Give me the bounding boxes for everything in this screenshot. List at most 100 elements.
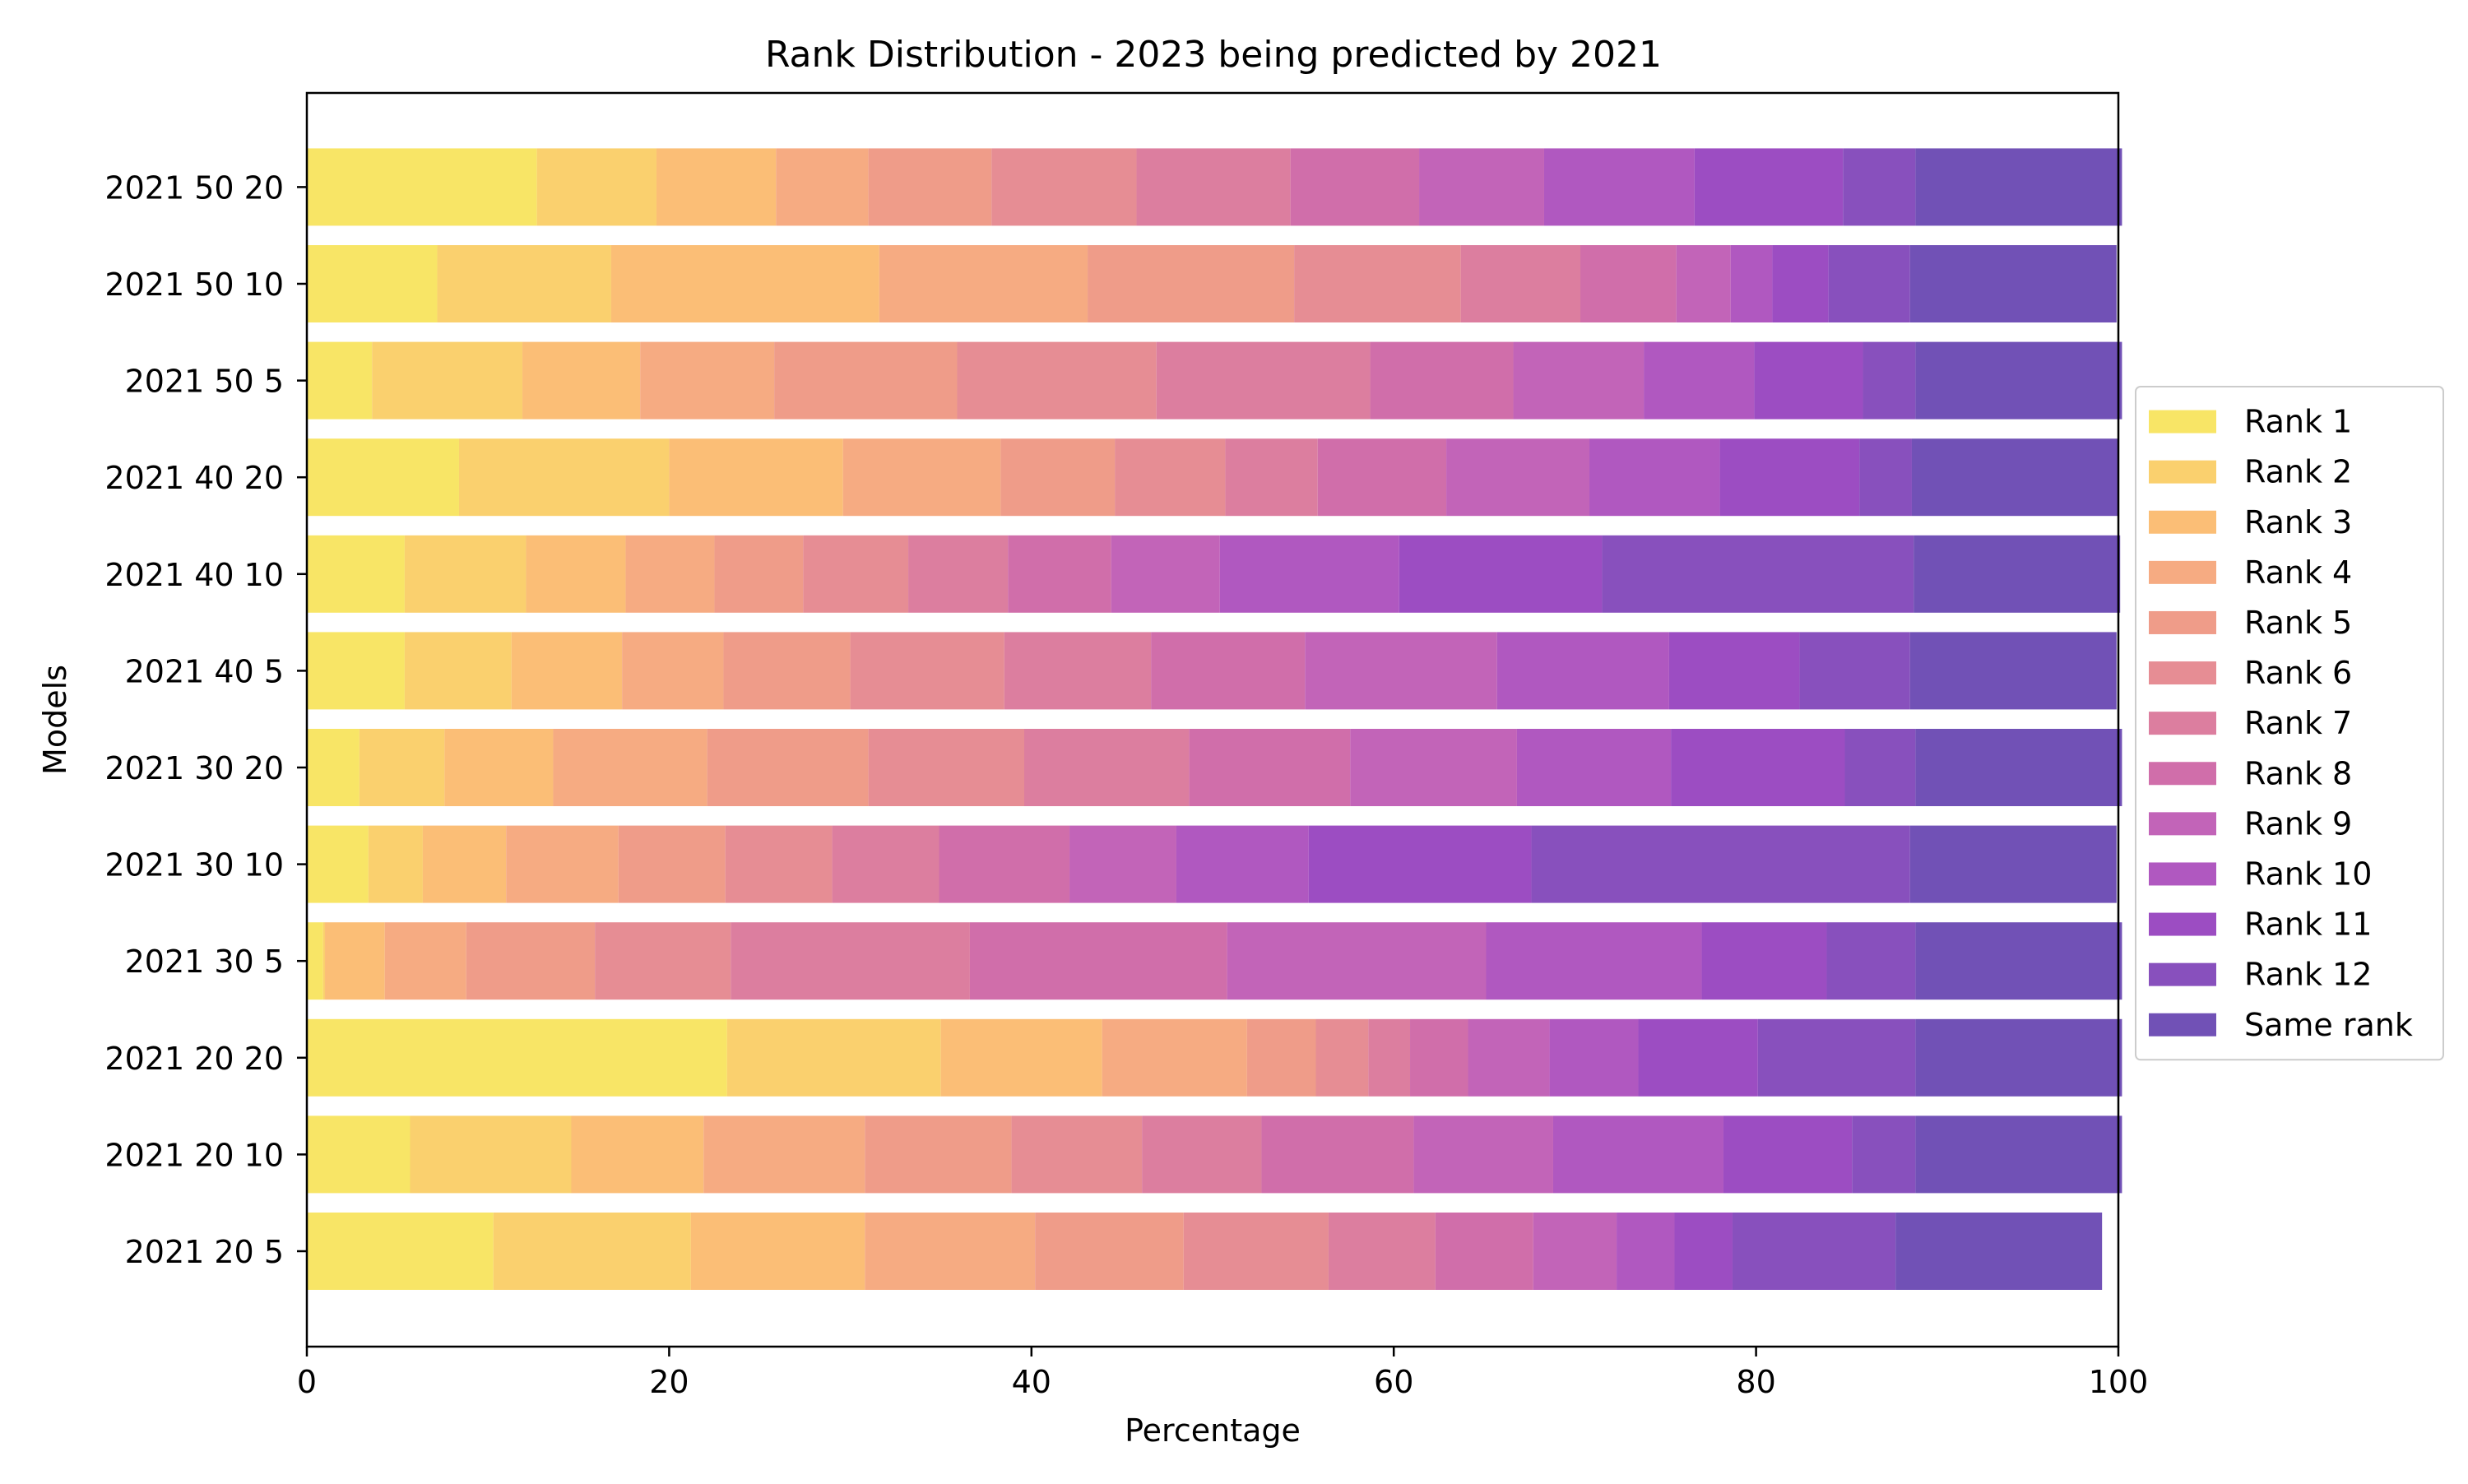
bar-segment bbox=[1176, 825, 1309, 903]
y-tick-label: 2021 30 10 bbox=[104, 847, 284, 883]
legend: Rank 1 Rank 2 Rank 3 Rank 4 Rank 5 Rank 6 Rank… bbox=[2135, 386, 2444, 1061]
bar-segment bbox=[1317, 438, 1447, 517]
legend-swatch bbox=[2149, 610, 2216, 634]
bar-segment bbox=[1102, 1018, 1247, 1097]
bar-segment bbox=[1294, 245, 1461, 322]
bar-segment bbox=[865, 1115, 1012, 1194]
bar-segment bbox=[868, 148, 992, 226]
bar-segment bbox=[1915, 341, 2122, 420]
bar-segment bbox=[553, 729, 707, 806]
bar-segment bbox=[1533, 1213, 1617, 1290]
bar-segment bbox=[1446, 438, 1590, 517]
bar-segment bbox=[1183, 1213, 1329, 1290]
bar-segment bbox=[1757, 1018, 1916, 1097]
legend-swatch bbox=[2149, 862, 2216, 886]
y-tick-label: 2021 50 10 bbox=[104, 267, 284, 303]
bar-segment bbox=[1589, 438, 1720, 517]
y-tick-label: 2021 50 20 bbox=[104, 169, 284, 206]
bar-segment bbox=[1496, 632, 1669, 710]
bar-segment bbox=[1915, 729, 2122, 806]
bar-segment bbox=[610, 245, 879, 322]
legend-swatch bbox=[2149, 661, 2216, 685]
bar-segment bbox=[1305, 632, 1497, 710]
legend-label: Rank 9 bbox=[2244, 805, 2352, 842]
y-tick-label: 2021 20 10 bbox=[104, 1137, 284, 1173]
bar-segment bbox=[493, 1213, 691, 1290]
x-tick-label: 40 bbox=[1012, 1364, 1051, 1400]
legend-label: Rank 3 bbox=[2244, 504, 2352, 540]
bar-segment bbox=[1111, 535, 1220, 613]
bar-segment bbox=[1915, 148, 2122, 226]
bar-segment bbox=[774, 341, 958, 420]
bar-segment bbox=[1435, 1213, 1533, 1290]
bar-segment bbox=[1142, 1115, 1262, 1194]
bar-segment bbox=[1844, 729, 1916, 806]
bar-segment bbox=[437, 245, 611, 322]
bar-segment bbox=[1156, 341, 1371, 420]
bar-segment bbox=[1644, 341, 1755, 420]
y-tick-label: 2021 20 20 bbox=[104, 1041, 284, 1077]
bar-segment bbox=[1543, 148, 1695, 226]
bar-segment bbox=[1863, 341, 1916, 420]
bar-segment bbox=[1008, 535, 1111, 613]
legend-label: Rank 11 bbox=[2244, 907, 2372, 943]
legend-swatch bbox=[2149, 1013, 2216, 1036]
x-tick-label: 0 bbox=[297, 1364, 317, 1400]
bar-segment bbox=[1413, 1115, 1553, 1194]
bar-segment bbox=[1638, 1018, 1758, 1097]
legend-label: Rank 2 bbox=[2244, 454, 2352, 490]
bar-segment bbox=[1668, 632, 1800, 710]
bar-segment bbox=[731, 922, 970, 1000]
bar-segment bbox=[1290, 148, 1420, 226]
bar-segment bbox=[969, 922, 1227, 1000]
bar-segment bbox=[1843, 148, 1916, 226]
bar-segment bbox=[1694, 148, 1844, 226]
bar-segment bbox=[506, 825, 619, 903]
x-tick-label: 100 bbox=[2089, 1364, 2149, 1400]
y-tick-label: 2021 40 5 bbox=[125, 653, 284, 689]
bar-segment bbox=[957, 341, 1157, 420]
chart-title: Rank Distribution - 2023 being predicted… bbox=[765, 34, 1662, 76]
bar-segment bbox=[1719, 438, 1860, 517]
bar-segment bbox=[404, 535, 527, 613]
bar-segment bbox=[669, 438, 843, 517]
bar-segment bbox=[359, 729, 445, 806]
bar-segment bbox=[1350, 729, 1517, 806]
bar-segment bbox=[1602, 535, 1914, 613]
legend-label: Rank 12 bbox=[2244, 957, 2372, 993]
bar-segment bbox=[307, 922, 323, 1000]
bar-segment bbox=[466, 922, 596, 1000]
bar-segment bbox=[571, 1115, 704, 1194]
legend-swatch bbox=[2149, 460, 2216, 484]
bar-segment bbox=[842, 438, 1001, 517]
bar-segment bbox=[714, 535, 804, 613]
bar-segment bbox=[1246, 1018, 1316, 1097]
x-axis: 0 20 40 60 80 100 bbox=[297, 1347, 2148, 1400]
bar-segment bbox=[368, 825, 423, 903]
bar-segment bbox=[832, 825, 939, 903]
bar-segment bbox=[1531, 825, 1910, 903]
bar-segment bbox=[307, 438, 459, 517]
y-tick-label: 2021 40 10 bbox=[104, 557, 284, 593]
bar-segment bbox=[307, 535, 405, 613]
legend-label: Rank 8 bbox=[2244, 755, 2352, 791]
bar-segment bbox=[1419, 148, 1544, 226]
bar-segment bbox=[803, 535, 909, 613]
bar-segment bbox=[879, 245, 1088, 322]
bar-segment bbox=[1189, 729, 1351, 806]
legend-swatch bbox=[2149, 510, 2216, 534]
bar-segment bbox=[372, 341, 523, 420]
bar-segment bbox=[307, 1115, 411, 1194]
bar-segment bbox=[776, 148, 869, 226]
legend-box bbox=[2135, 386, 2444, 1061]
legend-swatch bbox=[2149, 712, 2216, 735]
bar-segment bbox=[595, 922, 731, 1000]
bar-segment bbox=[1674, 1213, 1733, 1290]
bar-segment bbox=[307, 1018, 727, 1097]
bar-segment bbox=[526, 535, 626, 613]
legend-label: Rank 6 bbox=[2244, 655, 2352, 691]
legend-label: Rank 10 bbox=[2244, 856, 2372, 892]
bar-segment bbox=[1219, 535, 1399, 613]
legend-label: Same rank bbox=[2244, 1007, 2413, 1043]
bar-segment bbox=[723, 632, 851, 710]
